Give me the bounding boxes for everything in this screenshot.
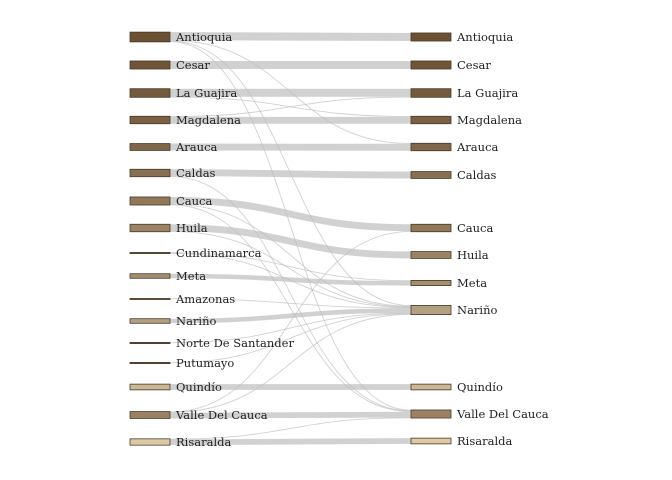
link-caldas-to-valle-del-cauca bbox=[169, 176, 412, 412]
target-node-risaralda bbox=[410, 437, 452, 445]
source-label-narino: Nariño bbox=[176, 314, 217, 328]
target-label-caldas: Caldas bbox=[457, 168, 497, 182]
source-label-valle-del-cauca: Valle Del Cauca bbox=[175, 408, 268, 422]
source-node-arauca bbox=[129, 143, 171, 151]
source-node-la-guajira bbox=[129, 88, 171, 98]
source-node-norte-de-santander bbox=[129, 341, 171, 344]
source-node-valle-del-cauca bbox=[129, 411, 171, 419]
target-label-arauca: Arauca bbox=[456, 140, 499, 154]
target-node-caldas bbox=[410, 171, 452, 179]
target-label-cesar: Cesar bbox=[457, 58, 491, 72]
source-node-caldas bbox=[129, 168, 171, 178]
links-layer bbox=[169, 32, 412, 446]
source-node-meta bbox=[129, 273, 171, 279]
target-node-magdalena bbox=[410, 115, 452, 125]
target-node-la-guajira bbox=[410, 88, 452, 98]
source-label-caldas: Caldas bbox=[176, 166, 216, 180]
link-cauca-to-nariño bbox=[169, 203, 412, 307]
source-node-huila bbox=[129, 223, 171, 233]
link-valle-del-cauca-to-cauca bbox=[169, 231, 412, 413]
link-meta-to-meta bbox=[169, 273, 412, 286]
link-cundinamarca-to-meta bbox=[169, 252, 412, 282]
target-label-huila: Huila bbox=[457, 248, 489, 262]
link-cauca-to-valle-del-cauca bbox=[169, 204, 412, 412]
source-label-cesar: Cesar bbox=[176, 58, 210, 72]
target-label-risaralda: Risaralda bbox=[457, 434, 512, 448]
link-nariño-to-nariño bbox=[169, 308, 412, 324]
target-label-antioquia: Antioquia bbox=[456, 30, 513, 44]
link-huila-to-huila bbox=[169, 224, 412, 259]
target-label-cauca: Cauca bbox=[457, 221, 494, 235]
link-risaralda-to-risaralda bbox=[169, 438, 412, 446]
source-node-putumayo bbox=[129, 361, 171, 364]
link-risaralda-to-valle-del-cauca bbox=[169, 417, 412, 440]
link-putumayo-to-nariño bbox=[169, 313, 412, 364]
source-label-cundinamarca: Cundinamarca bbox=[176, 246, 262, 260]
target-label-magdalena: Magdalena bbox=[457, 113, 522, 127]
nodes-layer bbox=[129, 31, 452, 446]
source-node-magdalena bbox=[129, 115, 171, 125]
link-norte-de-santander-to-nariño bbox=[169, 312, 412, 344]
link-caldas-to-caldas bbox=[169, 169, 412, 179]
link-valle-del-cauca-to-nariño bbox=[169, 313, 412, 413]
source-node-risaralda bbox=[129, 438, 171, 446]
source-node-cundinamarca bbox=[129, 251, 171, 254]
source-label-meta: Meta bbox=[176, 269, 206, 283]
target-node-arauca bbox=[410, 142, 452, 152]
source-label-risaralda: Risaralda bbox=[176, 435, 231, 449]
labels-layer: Antioquia Cesar La Guajira Magdalena Arauca C… bbox=[175, 30, 549, 449]
target-label-la-guajira: La Guajira bbox=[457, 86, 518, 100]
target-node-valle-del-cauca bbox=[410, 409, 452, 419]
source-label-putumayo: Putumayo bbox=[176, 356, 234, 370]
source-label-magdalena: Magdalena bbox=[176, 113, 241, 127]
source-label-la-guajira: La Guajira bbox=[176, 86, 237, 100]
source-node-cesar bbox=[129, 60, 171, 70]
link-huila-to-nariño bbox=[169, 231, 412, 308]
source-node-cauca bbox=[129, 196, 171, 206]
source-label-huila: Huila bbox=[176, 221, 208, 235]
source-label-amazonas: Amazonas bbox=[175, 292, 235, 306]
target-node-narino bbox=[410, 304, 452, 315]
source-node-quindio bbox=[129, 383, 171, 391]
source-node-narino bbox=[129, 318, 171, 324]
link-magdalena-to-la-guajira bbox=[169, 96, 412, 117]
target-node-quindio bbox=[410, 383, 452, 391]
target-node-antioquia bbox=[410, 32, 452, 42]
target-node-meta bbox=[410, 280, 452, 286]
source-label-norte-de-santander: Norte De Santander bbox=[176, 336, 294, 350]
source-label-arauca: Arauca bbox=[175, 140, 218, 154]
source-node-antioquia bbox=[129, 31, 171, 43]
link-cauca-to-cauca bbox=[169, 196, 412, 232]
source-node-amazonas bbox=[129, 297, 171, 300]
target-node-huila bbox=[410, 251, 452, 259]
target-label-narino: Nariño bbox=[457, 303, 498, 317]
link-amazonas-to-nariño bbox=[169, 298, 412, 309]
target-node-cesar bbox=[410, 60, 452, 70]
source-label-quindio: Quindío bbox=[176, 380, 222, 394]
link-antioquia-to-antioquia bbox=[169, 32, 412, 42]
target-label-valle-del-cauca: Valle Del Cauca bbox=[456, 407, 549, 421]
source-label-antioquia: Antioquia bbox=[175, 30, 232, 44]
link-valle-del-cauca-to-valle-del-cauca bbox=[169, 411, 412, 419]
target-label-meta: Meta bbox=[457, 276, 487, 290]
source-label-cauca: Cauca bbox=[176, 194, 213, 208]
target-label-quindio: Quindío bbox=[457, 380, 503, 394]
target-node-cauca bbox=[410, 223, 452, 233]
